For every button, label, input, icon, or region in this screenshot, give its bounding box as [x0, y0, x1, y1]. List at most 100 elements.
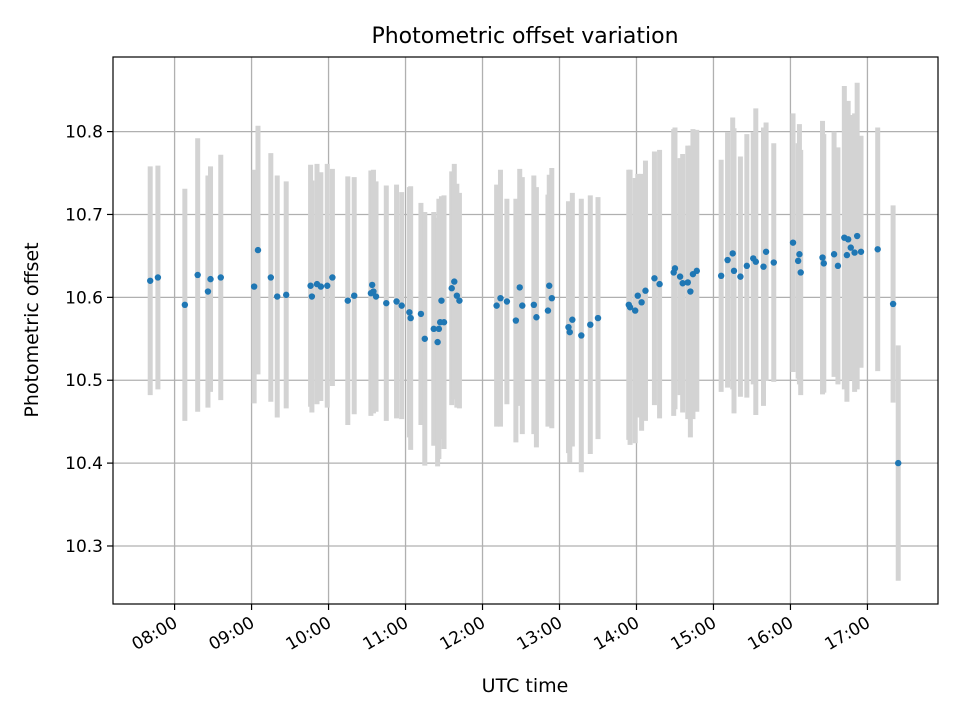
data-point: [207, 275, 214, 283]
data-point: [834, 262, 842, 270]
data-point: [154, 274, 162, 281]
y-tick-label: 10.4: [65, 454, 103, 474]
data-point: [512, 317, 520, 324]
data-point: [451, 278, 458, 285]
data-point: [533, 314, 540, 321]
data-point: [565, 323, 572, 331]
data-point: [594, 314, 602, 322]
data-point: [671, 265, 679, 272]
data-point: [250, 283, 258, 290]
data-point: [794, 257, 802, 265]
data-point: [730, 267, 738, 275]
data-point: [676, 273, 684, 280]
data-point: [843, 251, 851, 259]
data-point: [796, 251, 803, 258]
data-point: [743, 262, 751, 270]
data-point: [308, 293, 316, 300]
data-point: [851, 249, 858, 256]
y-tick-label: 10.6: [65, 288, 103, 308]
data-point: [204, 288, 212, 295]
data-point: [283, 291, 290, 299]
data-point: [217, 274, 224, 281]
data-point: [684, 279, 692, 286]
data-points: [147, 232, 902, 467]
data-point: [448, 285, 455, 292]
data-point: [254, 246, 262, 254]
data-point: [407, 314, 414, 322]
data-point: [274, 293, 281, 300]
y-tick-label: 10.3: [65, 537, 103, 557]
data-point: [693, 267, 700, 275]
data-point: [267, 274, 275, 281]
x-axis-label: UTC time: [482, 675, 569, 697]
data-point: [503, 298, 511, 305]
data-point: [370, 288, 377, 295]
data-point: [789, 239, 797, 246]
data-point: [634, 292, 641, 299]
data-point: [434, 338, 441, 346]
data-point: [889, 300, 897, 308]
data-point: [760, 263, 767, 270]
data-point: [687, 288, 694, 295]
data-point: [724, 256, 731, 264]
data-point: [438, 297, 445, 304]
data-point: [569, 316, 576, 323]
data-point: [368, 281, 376, 289]
data-point: [578, 332, 585, 339]
data-point: [626, 304, 634, 311]
data-point: [632, 307, 639, 314]
data-point: [398, 302, 405, 309]
data-point: [820, 260, 828, 267]
y-tick-label: 10.7: [65, 205, 103, 225]
y-tick-label: 10.8: [65, 123, 103, 143]
data-point: [421, 335, 428, 342]
data-point: [642, 287, 649, 294]
data-point: [147, 277, 154, 284]
data-point: [417, 310, 425, 318]
plot-frame: [112, 56, 939, 605]
data-point: [729, 250, 736, 257]
data-point: [307, 282, 314, 289]
data-point: [493, 302, 500, 309]
data-point: [737, 273, 744, 280]
chart-title: Photometric offset variation: [371, 24, 678, 49]
data-point: [830, 251, 838, 258]
data-point: [770, 259, 777, 266]
data-point: [752, 258, 760, 265]
y-axis-label: Photometric offset: [21, 242, 43, 417]
data-point: [344, 297, 351, 304]
data-point: [497, 294, 504, 302]
data-point: [546, 282, 553, 289]
data-point: [372, 293, 380, 300]
data-point: [638, 299, 645, 306]
data-point: [651, 275, 658, 282]
data-point: [430, 325, 437, 333]
data-point: [383, 299, 390, 307]
data-point: [874, 246, 881, 253]
data-point: [656, 280, 663, 288]
data-point: [844, 236, 852, 243]
data-point: [548, 294, 556, 302]
data-point: [544, 307, 552, 314]
data-point: [317, 283, 325, 290]
data-point: [435, 325, 443, 333]
data-point: [406, 309, 413, 316]
data-point: [566, 328, 573, 336]
data-point: [717, 272, 725, 279]
data-point: [819, 254, 826, 261]
y-axis-ticks: 10.3 10.4 10.5 10.6 10.7 10.8: [65, 123, 113, 557]
data-point: [847, 244, 854, 251]
data-point: [329, 274, 336, 281]
data-point: [393, 298, 400, 305]
data-point: [587, 321, 594, 328]
data-point: [762, 248, 770, 255]
data-point: [181, 301, 189, 309]
data-point: [530, 301, 538, 309]
data-point: [440, 319, 448, 326]
data-point: [453, 292, 461, 299]
data-point: [797, 269, 804, 276]
data-point: [857, 248, 865, 255]
data-point: [324, 282, 331, 289]
